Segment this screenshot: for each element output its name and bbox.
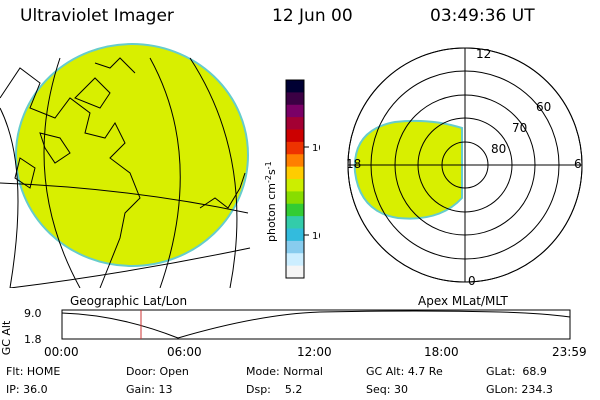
colorbar-swatch [286, 203, 304, 217]
colorbar-tick-10: 10 [312, 231, 320, 242]
coastline [94, 57, 136, 74]
colorbar-swatch [286, 141, 304, 155]
latitude-line [9, 247, 251, 288]
colorbar-swatch [286, 117, 304, 131]
colorbar-swatch [286, 92, 304, 106]
lat-label-80: 80 [491, 142, 506, 156]
colorbar-swatch [286, 166, 304, 180]
colorbar-unit-label: photon cm-2s-1 [264, 161, 278, 242]
meridian-line [149, 57, 181, 288]
colorbar-swatch [286, 253, 304, 267]
altitude-plot-frame [61, 309, 571, 340]
altitude-ylabel: GC Alt [0, 320, 13, 355]
info-flt: Flt: HOME [6, 365, 61, 378]
meridian-line [0, 107, 19, 288]
info-mode: Mode: Normal [246, 365, 323, 378]
colorbar-swatch [286, 228, 304, 242]
coastline [74, 77, 111, 109]
xtick-1200: 12:00 [297, 345, 332, 359]
info-ip: IP: 36.0 [6, 383, 48, 396]
altitude-ytick-high: 9.0 [24, 307, 42, 320]
lat-label-70: 70 [512, 121, 527, 135]
info-glat: GLat: 68.9 [486, 365, 547, 378]
xtick-2359: 23:59 [552, 345, 587, 359]
geographic-map [0, 43, 251, 288]
info-gain: Gain: 13 [126, 383, 173, 396]
xtick-0000: 00:00 [44, 345, 79, 359]
altitude-ytick-low: 1.8 [24, 333, 42, 346]
xtick-1800: 18:00 [424, 345, 459, 359]
mlt-label-12: 12 [476, 47, 491, 61]
info-dsp: Dsp: 5.2 [246, 383, 303, 396]
info-seq: Seq: 30 [366, 383, 408, 396]
colorbar-tick-100: 100 [312, 143, 320, 154]
colorbar-swatch [286, 104, 304, 118]
coastline [39, 132, 71, 164]
polar-plot: 12 18 6 0 60 70 80 [346, 47, 583, 288]
info-gcalt: GC Alt: 4.7 Re [366, 365, 443, 378]
latitude-line [0, 182, 249, 214]
emission-region [15, 43, 249, 267]
time-display: 03:49:36 UT [430, 6, 535, 26]
lat-label-60: 60 [536, 100, 551, 114]
meridian-line [43, 57, 81, 288]
colorbar-swatch [286, 240, 304, 254]
meridian-line [189, 57, 238, 288]
altitude-plot: GC Alt 9.0 1.8 [0, 307, 571, 355]
altitude-curve [61, 310, 571, 339]
app-title: Ultraviolet Imager [20, 6, 174, 26]
mlt-label-18: 18 [346, 157, 361, 171]
colorbar-swatch [286, 179, 304, 192]
geo-panel-label: Geographic Lat/Lon [70, 294, 188, 308]
info-door: Door: Open [126, 365, 189, 378]
xtick-0600: 06:00 [167, 345, 202, 359]
colorbar: 100 10 photon cm-2s-1 [264, 79, 320, 279]
colorbar-swatch [286, 191, 304, 205]
colorbar-swatches [286, 80, 304, 279]
colorbar-swatch [286, 129, 304, 143]
info-glon: GLon: 234.3 [486, 383, 553, 396]
coastline [0, 67, 141, 288]
colorbar-swatch [286, 80, 304, 93]
mlt-label-6: 6 [574, 157, 582, 171]
colorbar-swatch [286, 265, 304, 279]
polar-panel-label: Apex MLat/MLT [418, 294, 508, 308]
mlt-label-0: 0 [468, 274, 476, 288]
colorbar-swatch [286, 154, 304, 168]
date-display: 12 Jun 00 [272, 6, 353, 26]
coastline [199, 172, 246, 209]
coastline [14, 157, 36, 189]
polar-emission-region [353, 119, 463, 220]
colorbar-swatch [286, 216, 304, 230]
